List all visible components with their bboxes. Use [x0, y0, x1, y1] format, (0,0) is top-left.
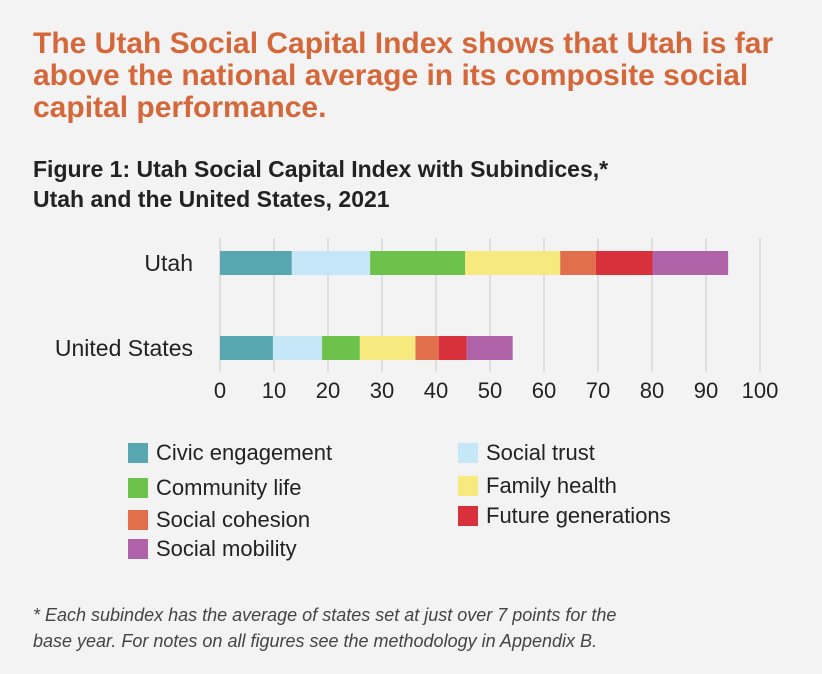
- legend-swatch: [128, 539, 148, 559]
- footnote: * Each subindex has the average of state…: [33, 602, 803, 654]
- figure-title: Figure 1: Utah Social Capital Index with…: [33, 154, 803, 214]
- bar-segment-social-mobility-united-states: [466, 336, 513, 360]
- bar-segment-civic-engagement-utah: [220, 251, 292, 275]
- bar-segment-social-trust-utah: [291, 251, 371, 275]
- x-tick-label: 90: [694, 378, 718, 403]
- legend-item-civic-engagement: Civic engagement: [128, 440, 332, 466]
- footnote-line2: base year. For notes on all figures see …: [33, 631, 598, 651]
- category-label: United States: [55, 335, 193, 361]
- x-tick-label: 80: [640, 378, 664, 403]
- legend-swatch: [458, 506, 478, 526]
- x-tick-label: 0: [214, 378, 226, 403]
- legend-item-social-trust: Social trust: [458, 440, 595, 466]
- x-tick-label: 10: [262, 378, 286, 403]
- legend-swatch: [128, 478, 148, 498]
- bar-segment-social-trust-united-states: [272, 336, 323, 360]
- x-tick-label: 100: [742, 378, 779, 403]
- category-labels: Utah United States: [55, 250, 193, 361]
- figure-title-line1: Figure 1: Utah Social Capital Index with…: [33, 156, 609, 182]
- legend-item-future-generations: Future generations: [458, 503, 671, 529]
- category-label: Utah: [144, 250, 193, 276]
- bar-segment-civic-engagement-united-states: [220, 336, 273, 360]
- headline: The Utah Social Capital Index shows that…: [33, 27, 774, 124]
- bar-segment-family-health-united-states: [359, 336, 416, 360]
- legend-item-social-mobility: Social mobility: [128, 536, 297, 562]
- bar-segment-community-life-utah: [370, 251, 466, 275]
- x-tick-label: 40: [424, 378, 448, 403]
- bar-segment-future-generations-united-states: [438, 336, 467, 360]
- legend-item-social-cohesion: Social cohesion: [128, 507, 310, 533]
- x-tick-label: 30: [370, 378, 394, 403]
- x-tick-labels: 0 10 20 30 40 50 60 70 80 90 100: [214, 378, 778, 403]
- bar-segment-community-life-united-states: [322, 336, 360, 360]
- legend-swatch: [458, 476, 478, 496]
- x-tick-label: 20: [316, 378, 340, 403]
- x-tick-label: 60: [532, 378, 556, 403]
- legend-swatch: [128, 510, 148, 530]
- legend-label: Social mobility: [156, 536, 297, 561]
- bar-segment-social-cohesion-united-states: [415, 336, 439, 360]
- bar-segment-future-generations-utah: [595, 251, 653, 275]
- legend-swatch: [128, 443, 148, 463]
- legend-label: Social cohesion: [156, 507, 311, 532]
- legend-label: Future generations: [486, 503, 671, 528]
- bars: [220, 251, 729, 360]
- bar-segment-social-mobility-utah: [652, 251, 729, 275]
- x-tick-label: 70: [586, 378, 610, 403]
- legend-swatch: [458, 443, 478, 463]
- legend-item-family-health: Family health: [458, 473, 617, 499]
- legend-label: Social trust: [486, 440, 595, 465]
- legend-item-community-life: Community life: [128, 475, 301, 501]
- figure-title-line2: Utah and the United States, 2021: [33, 186, 390, 212]
- bar-segment-social-cohesion-utah: [560, 251, 596, 275]
- footnote-line1: * Each subindex has the average of state…: [33, 605, 617, 625]
- x-tick-label: 50: [478, 378, 502, 403]
- legend-label: Civic engagement: [156, 440, 333, 465]
- legend-label: Family health: [486, 473, 617, 498]
- legend-label: Community life: [156, 475, 302, 500]
- bar-segment-family-health-utah: [465, 251, 561, 275]
